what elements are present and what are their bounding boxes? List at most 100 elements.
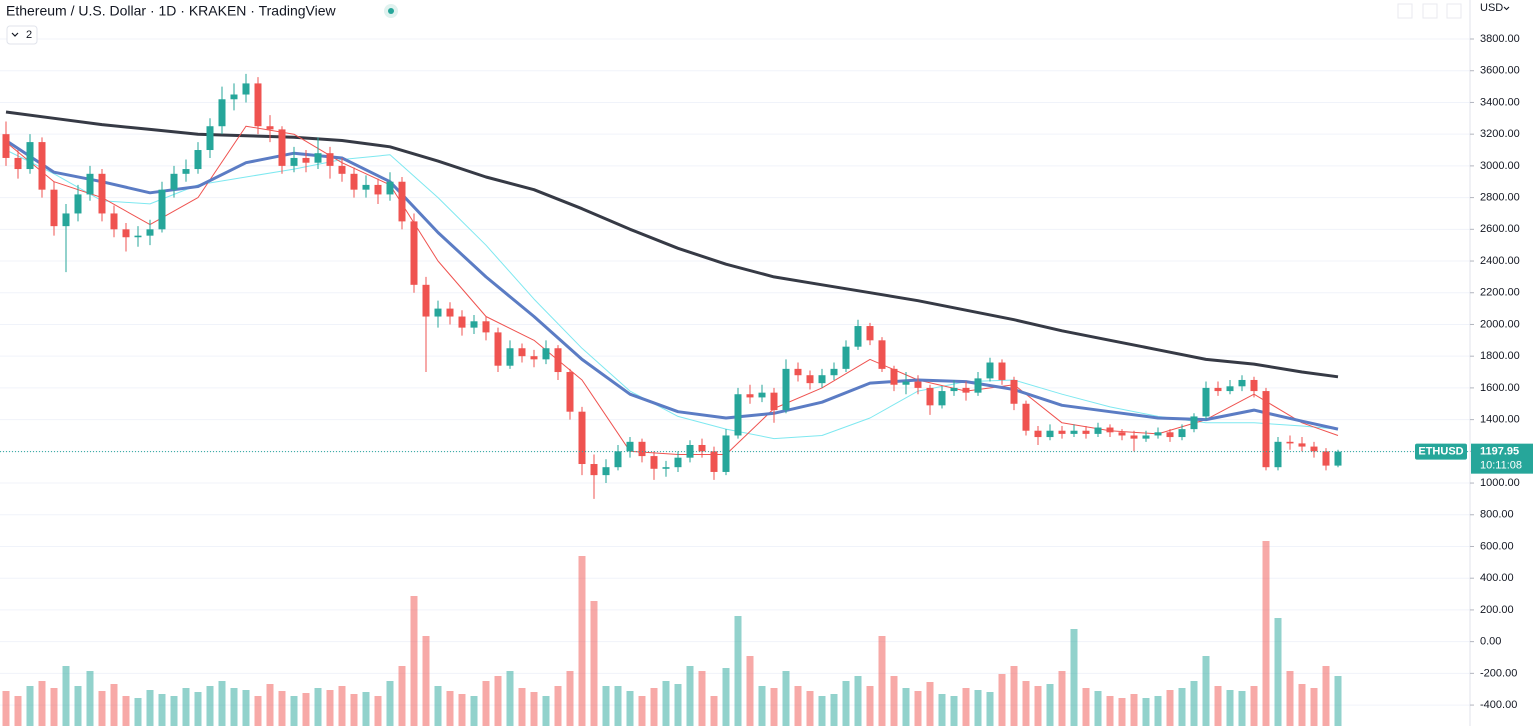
candle-body xyxy=(650,456,658,469)
volume-bar xyxy=(98,691,106,726)
volume-bar xyxy=(782,671,790,726)
volume-bar xyxy=(806,691,814,726)
candle-body xyxy=(254,83,262,127)
volume-bar xyxy=(1118,698,1126,726)
volume-bar xyxy=(842,681,850,726)
candle-body xyxy=(818,375,826,384)
volume-bar xyxy=(1298,684,1306,726)
status-dot xyxy=(388,8,394,14)
volume-bar xyxy=(974,690,982,726)
volume-bar xyxy=(254,696,262,726)
volume-bar xyxy=(590,601,598,726)
y-tick-label: 2000.00 xyxy=(1480,318,1520,330)
candle-body xyxy=(1178,429,1186,438)
candle-body xyxy=(842,346,850,369)
candle-body xyxy=(554,348,562,373)
volume-bar xyxy=(350,694,358,726)
volume-bar xyxy=(626,691,634,726)
candle-body xyxy=(1010,379,1018,404)
volume-bar xyxy=(878,636,886,726)
volume-bar xyxy=(1214,686,1222,726)
candle-body xyxy=(1322,451,1330,466)
volume-bar xyxy=(326,690,334,726)
candle-body xyxy=(1118,432,1126,436)
currency-label[interactable]: USD xyxy=(1480,2,1503,14)
candle-body xyxy=(494,332,502,366)
volume-bar xyxy=(1334,676,1342,726)
candle-body xyxy=(14,157,22,170)
last-price-label: 1197.95 xyxy=(1480,446,1519,458)
y-tick-label: -200.00 xyxy=(1480,667,1517,679)
y-tick-label: 0.00 xyxy=(1480,636,1501,648)
candle-body xyxy=(974,378,982,393)
candle-layer xyxy=(2,73,1342,499)
countdown-label: 10:11:08 xyxy=(1480,460,1522,472)
volume-bar xyxy=(1130,694,1138,726)
candle-body xyxy=(950,387,958,392)
candle-body xyxy=(962,387,970,393)
candle-body xyxy=(1166,432,1174,438)
volume-bar xyxy=(902,688,910,726)
toolbar-button[interactable] xyxy=(1422,3,1438,19)
y-tick-label: 200.00 xyxy=(1480,604,1514,616)
moving-average xyxy=(5,125,1339,455)
candle-body xyxy=(230,94,238,100)
candle-body xyxy=(374,184,382,195)
volume-bar xyxy=(1082,688,1090,726)
volume-bar xyxy=(926,682,934,726)
toolbar-button[interactable] xyxy=(1397,3,1413,19)
candle-body xyxy=(338,165,346,174)
volume-bar xyxy=(890,676,898,726)
candle-body xyxy=(1250,379,1258,392)
candle-body xyxy=(1154,432,1162,436)
moving-average xyxy=(5,149,1339,440)
volume-bar xyxy=(1034,686,1042,726)
price-axis-bg xyxy=(1470,0,1535,726)
candle-body xyxy=(770,392,778,411)
candle-body xyxy=(1262,391,1270,468)
volume-bar xyxy=(1106,696,1114,726)
volume-bar xyxy=(1274,618,1282,726)
candle-body xyxy=(902,381,910,385)
volume-bar xyxy=(1202,656,1210,726)
candle-body xyxy=(1274,441,1282,468)
candle-body xyxy=(602,467,610,476)
volume-bar xyxy=(722,668,730,726)
chart-title: Ethereum / U.S. Dollar · 1D · KRAKEN · T… xyxy=(6,3,337,19)
volume-bar xyxy=(1262,541,1270,726)
candle-body xyxy=(1226,386,1234,392)
candle-body xyxy=(878,340,886,369)
candle-body xyxy=(986,362,994,379)
candle-body xyxy=(110,213,118,230)
candle-body xyxy=(410,221,418,285)
volume-bar xyxy=(206,686,214,726)
candle-body xyxy=(482,321,490,333)
y-tick-label: 800.00 xyxy=(1480,509,1514,521)
volume-bar xyxy=(818,696,826,726)
candle-body xyxy=(806,375,814,384)
volume-bar xyxy=(50,688,58,726)
volume-bar xyxy=(1142,698,1150,726)
candle-body xyxy=(446,308,454,317)
volume-bar xyxy=(1190,681,1198,726)
volume-bar xyxy=(1226,690,1234,726)
candle-body xyxy=(566,372,574,412)
volume-bar xyxy=(794,686,802,726)
toolbar-button[interactable] xyxy=(1446,3,1462,19)
volume-bar xyxy=(686,666,694,726)
volume-bar xyxy=(1010,666,1018,726)
volume-bar xyxy=(1046,684,1054,726)
candle-body xyxy=(1070,430,1078,434)
candle-body xyxy=(830,368,838,376)
price-badge xyxy=(1471,443,1533,474)
indicator-toggle[interactable] xyxy=(6,25,38,45)
volume-bar xyxy=(518,688,526,726)
candle-body xyxy=(422,284,430,317)
volume-bar xyxy=(386,681,394,726)
volume-bar xyxy=(938,694,946,726)
symbol-badge xyxy=(1415,443,1467,460)
candle-body xyxy=(398,181,406,222)
volume-bar xyxy=(434,686,442,726)
candle-body xyxy=(938,391,946,406)
candle-body xyxy=(746,394,754,398)
